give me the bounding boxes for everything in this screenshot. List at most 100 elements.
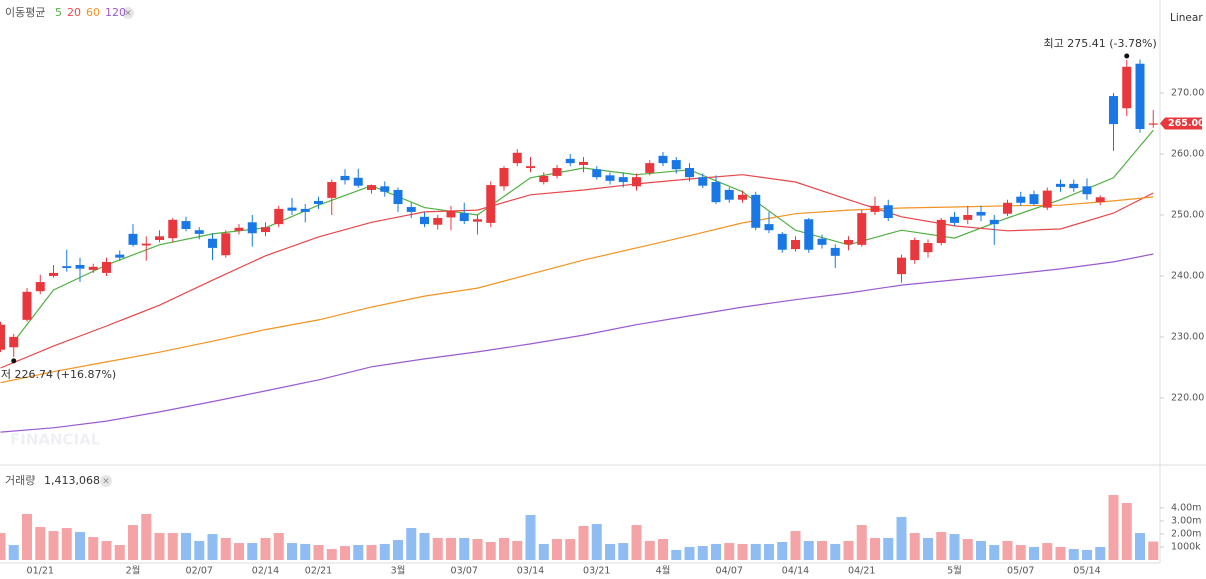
candle-body [989,219,999,225]
candle-body [128,233,138,245]
volume-bar [552,539,562,560]
volume-bar [1108,495,1119,560]
candle-body [804,219,814,250]
volume-bar [1042,543,1053,560]
candle-body [208,238,217,248]
candle-body [671,160,681,170]
x-tick-label: 05/14 [1073,566,1100,577]
ma-line [0,253,1154,433]
volume-bar [154,533,165,560]
y-tick-label: 260.00 [1171,148,1204,159]
close-button[interactable] [100,475,112,487]
candle-body [870,205,880,212]
candle-body [724,189,734,200]
volume-bar [393,540,403,560]
y-tick-label: 250.00 [1171,209,1204,220]
volume-bar [976,540,986,560]
volume-bar [499,537,509,560]
x-tick-label: 03/07 [451,566,478,577]
volume-bar [234,543,244,560]
price-tag-label: 265.00 [1168,118,1205,129]
candle-body [923,243,933,253]
volume-bar [830,543,841,560]
candle-body [420,216,429,225]
candle-body [1016,196,1026,203]
volume-bar [671,549,682,560]
candle-body [976,211,986,216]
candle-body [539,175,549,183]
candle-body [433,218,443,225]
volume-bar [287,543,297,560]
volume-bar [379,543,390,560]
scale-label: Linear [1170,12,1203,24]
candle-body [579,161,588,165]
x-tick-label: 02/14 [252,566,279,577]
volume-bar [35,527,46,560]
candle-body [9,336,19,348]
volume-bar [194,540,205,560]
volume-bar [803,540,814,560]
y-tick-label: 1000k [1171,541,1201,552]
candle-body [1122,66,1132,109]
volume-bar [949,534,960,560]
volume-bar [684,546,695,560]
volume-bar [88,537,99,560]
candle-body [1109,96,1118,125]
x-tick-label: 5월 [947,565,962,577]
volume-bar [1029,546,1039,560]
volume-bar [22,513,32,560]
candle-body [963,214,973,220]
close-icon[interactable]: × [102,477,110,487]
candle-body [764,224,774,231]
candle-body [406,207,416,212]
volume-bar [181,533,191,560]
close-button[interactable] [122,7,134,19]
candle-body [380,186,390,192]
candle-body [194,230,204,234]
volume-bar [485,542,496,560]
volume-bar [591,524,602,560]
x-tick-label: 04/07 [716,566,743,577]
candle-body [88,266,98,270]
candle-body [512,152,522,164]
volume-bar [128,525,138,560]
close-icon[interactable]: × [124,9,132,19]
volume-bar [724,543,735,560]
candle-body [499,168,509,187]
candle-body [552,168,562,176]
candle-body [897,257,906,275]
volume-bar [61,528,72,560]
candle-body [645,163,655,173]
volume-value: 1,413,068 [44,474,100,487]
candle-body [658,155,668,164]
volume-bar [936,531,947,560]
candle-body [49,272,58,276]
candle-body [1056,183,1065,187]
x-tick-label: 05/07 [1007,566,1034,577]
volume-bar [631,525,642,560]
candle-body [1042,190,1052,208]
candle-body [168,219,178,239]
volume-bar [1148,541,1159,560]
x-tick-label: 04/21 [848,566,875,577]
candle-body [234,227,244,231]
x-tick-label: 2월 [126,565,141,577]
y-tick-label: 240.00 [1171,270,1204,281]
legend-entry: 120 [105,6,126,19]
price-tag [1160,117,1202,130]
candle-body [35,282,45,292]
volume-bar [326,549,337,560]
volume-bar [909,533,920,560]
candle-body [698,177,708,186]
candle-body [791,239,800,250]
volume-bar [1002,540,1013,560]
x-tick-label: 4월 [656,565,671,577]
volume-bar [313,545,324,560]
candle-body [22,291,32,320]
legend-entry: 5 [55,6,62,19]
volume-bar [618,543,629,560]
volume-bar [366,545,377,560]
candle-body [830,247,840,256]
candle-body [632,177,641,187]
